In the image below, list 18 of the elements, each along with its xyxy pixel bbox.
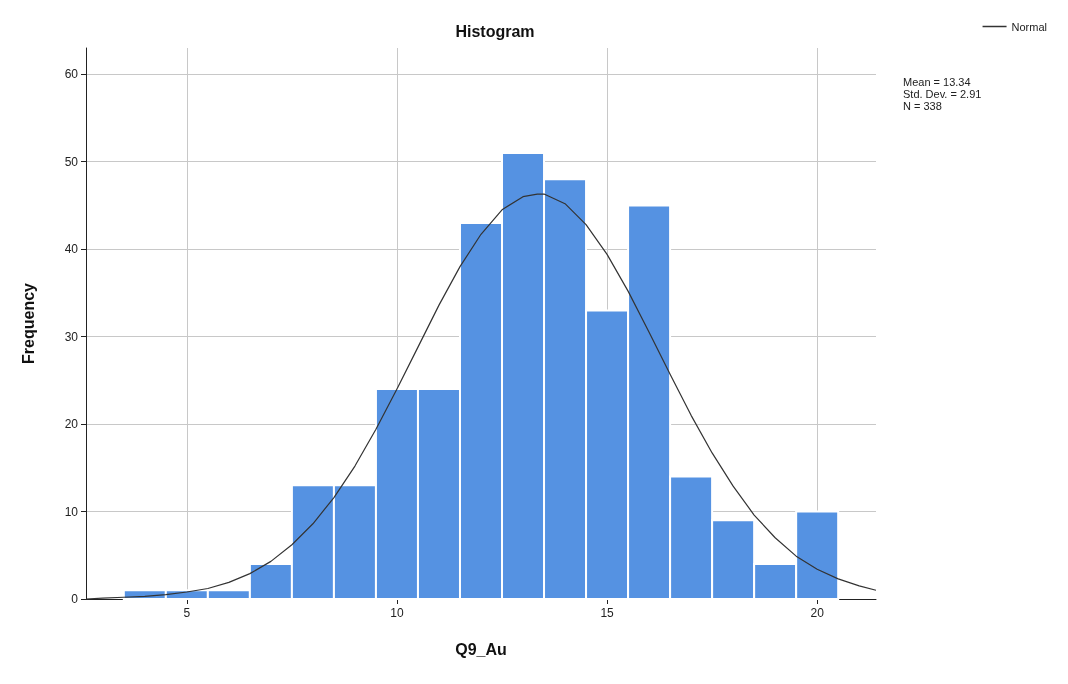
y-tick-label: 30 (64, 329, 79, 344)
text: N = 338 (903, 99, 942, 112)
y-tick-label: 60 (64, 67, 79, 82)
y-axis-title: Frequency (19, 282, 37, 364)
chart-title: Histogram (455, 22, 535, 40)
y-tick-label: 0 (71, 592, 79, 606)
text: Std. Dev. = 2.91 (903, 87, 982, 100)
y-tick-label: 10 (64, 504, 79, 519)
y-tick-label: 20 (64, 417, 79, 432)
x-tick-label: 10 (390, 606, 404, 620)
x-tick-label: 20 (810, 606, 825, 620)
x-tick-label: 15 (600, 606, 615, 620)
y-tick-label: 50 (64, 154, 79, 169)
text: Mean = 13.34 (903, 75, 971, 88)
y-tick-label: 40 (64, 242, 79, 257)
legend-label: Normal (1011, 20, 1047, 33)
x-axis-title: Q9_Au (455, 640, 507, 658)
x-tick-label: 5 (183, 606, 191, 620)
